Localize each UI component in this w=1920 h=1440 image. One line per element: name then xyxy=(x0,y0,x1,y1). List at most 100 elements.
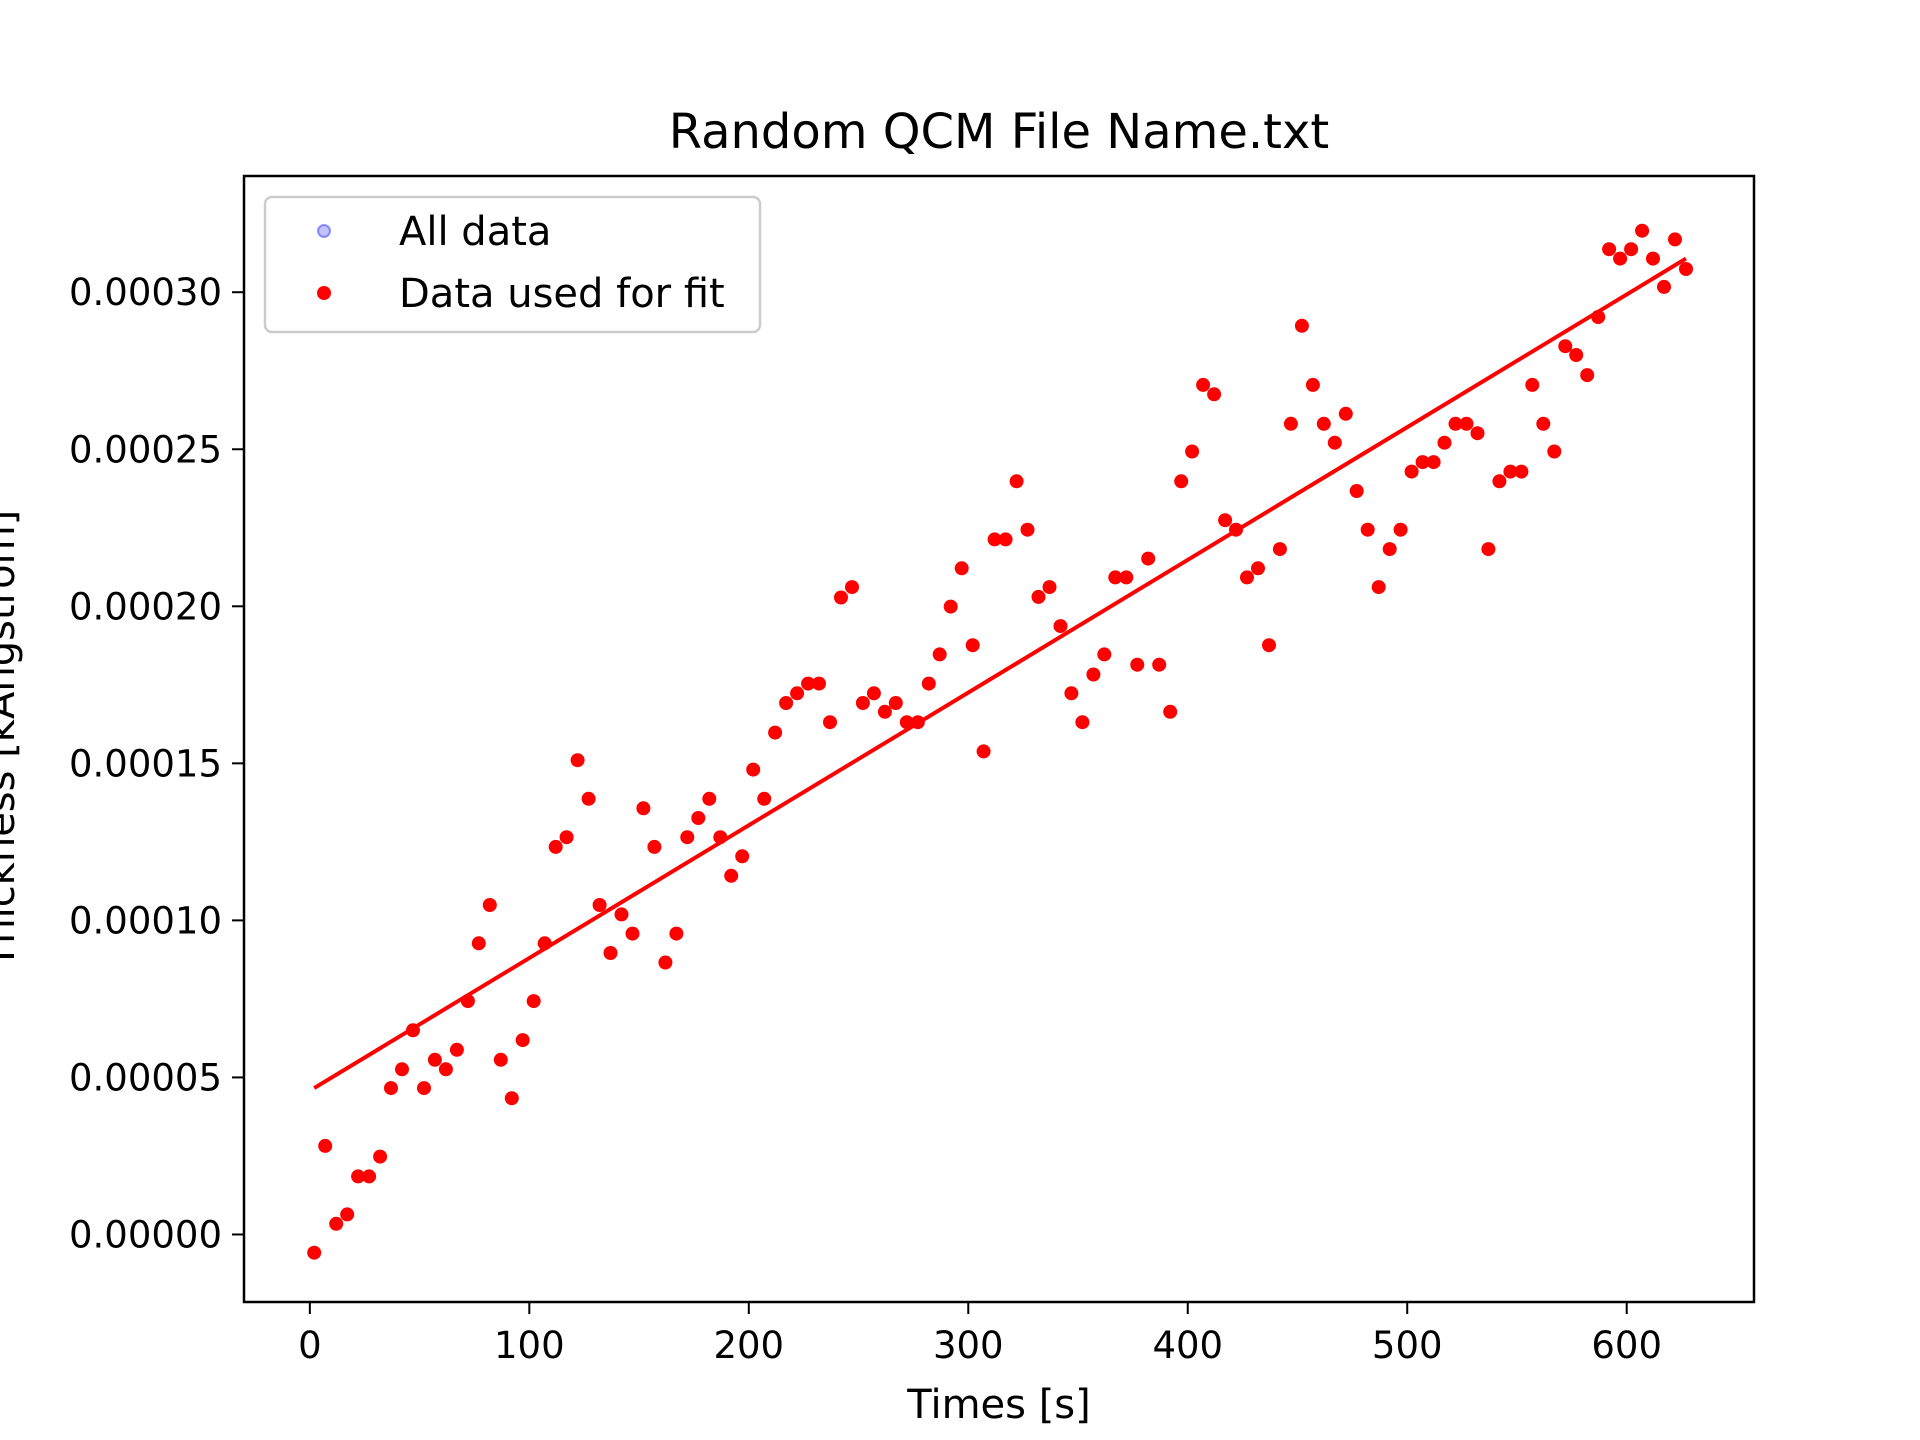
data-point xyxy=(1459,416,1474,431)
x-tick-label: 0 xyxy=(298,1324,322,1367)
data-point xyxy=(1053,619,1068,634)
data-point xyxy=(362,1169,377,1184)
data-point xyxy=(1272,542,1287,557)
y-tick-label: 0.00025 xyxy=(69,428,222,471)
data-point xyxy=(406,1023,420,1038)
data-point xyxy=(329,1216,344,1231)
x-tick-label: 400 xyxy=(1152,1324,1223,1367)
data-point xyxy=(1064,686,1079,701)
data-point xyxy=(877,704,892,719)
data-point xyxy=(1525,377,1540,392)
data-point xyxy=(1262,638,1276,653)
data-point xyxy=(735,849,750,864)
data-point xyxy=(1415,455,1430,470)
x-axis-title: Times [s] xyxy=(906,1382,1091,1428)
data-point xyxy=(1360,522,1375,537)
data-point xyxy=(1503,464,1518,479)
data-point xyxy=(812,676,826,691)
data-point xyxy=(1152,657,1167,672)
legend-marker-all-data xyxy=(317,224,331,238)
data-point xyxy=(757,791,772,806)
data-point xyxy=(1327,435,1342,450)
data-point xyxy=(1437,435,1452,450)
data-point xyxy=(1393,522,1408,537)
data-point xyxy=(1130,657,1145,672)
data-point xyxy=(581,791,596,806)
x-tick-label: 500 xyxy=(1372,1324,1443,1367)
data-point xyxy=(636,801,651,816)
data-point xyxy=(438,1062,453,1077)
y-tick-label: 0.00000 xyxy=(69,1213,222,1256)
data-point xyxy=(647,839,662,854)
data-point xyxy=(504,1091,519,1106)
data-point xyxy=(1305,377,1320,392)
data-point xyxy=(1196,377,1211,392)
data-point xyxy=(1613,251,1628,266)
data-point xyxy=(790,686,805,701)
data-point xyxy=(351,1169,366,1184)
data-point xyxy=(427,1052,442,1067)
data-point xyxy=(460,994,475,1009)
data-point xyxy=(691,811,706,825)
data-point xyxy=(932,647,947,662)
data-point xyxy=(910,715,925,730)
data-point xyxy=(1031,589,1046,604)
data-point xyxy=(1294,318,1309,333)
data-point xyxy=(395,1062,409,1077)
plot-area-frame xyxy=(242,174,1756,1304)
data-point xyxy=(1218,513,1233,528)
data-point xyxy=(845,580,859,595)
data-point xyxy=(965,638,980,653)
data-point xyxy=(1470,426,1485,441)
data-point xyxy=(1371,580,1386,595)
data-point xyxy=(318,1138,333,1153)
data-point xyxy=(1163,704,1178,719)
data-point xyxy=(1119,570,1134,585)
data-point xyxy=(1514,464,1529,479)
data-point xyxy=(493,1052,508,1067)
data-point xyxy=(548,839,563,854)
data-point xyxy=(1569,348,1584,362)
data-point xyxy=(515,1033,530,1048)
data-point xyxy=(998,532,1013,547)
data-point xyxy=(976,744,991,759)
legend-marker-fit-data xyxy=(317,286,331,300)
data-point xyxy=(592,898,607,912)
legend-label-fit-data: Data used for fit xyxy=(399,271,725,317)
data-point xyxy=(559,830,574,845)
data-point xyxy=(1624,242,1639,257)
data-point xyxy=(471,936,486,951)
data-point xyxy=(1679,262,1693,276)
chart-title: Random QCM File Name.txt xyxy=(669,104,1329,160)
data-point xyxy=(669,926,684,941)
y-tick-label: 0.00010 xyxy=(69,899,222,942)
data-point xyxy=(1316,416,1331,431)
data-point xyxy=(1657,279,1671,294)
data-point xyxy=(1635,223,1650,238)
y-tick-label: 0.00015 xyxy=(69,742,222,785)
x-tick-label: 100 xyxy=(494,1324,565,1367)
data-point xyxy=(1646,251,1660,266)
data-point xyxy=(1481,542,1496,557)
x-axis-ticks: 0 100 200 300 400 500 600 xyxy=(298,1302,1662,1367)
data-point xyxy=(625,926,640,941)
scatter-points-layer xyxy=(307,223,1693,1260)
data-point xyxy=(1042,580,1057,595)
data-point xyxy=(1668,232,1682,247)
data-point xyxy=(1141,551,1156,566)
data-point xyxy=(1602,242,1617,257)
data-point xyxy=(1097,647,1112,662)
y-axis-ticks: 0.00000 0.00005 0.00010 0.00015 0.00020 0.000… xyxy=(69,271,244,1256)
data-point xyxy=(702,791,717,806)
data-point xyxy=(680,830,695,845)
data-point xyxy=(570,753,585,768)
y-tick-label: 0.00005 xyxy=(69,1056,222,1099)
data-point xyxy=(1404,464,1419,479)
data-point xyxy=(482,898,497,912)
data-point xyxy=(1108,570,1123,585)
data-point xyxy=(1185,444,1200,459)
data-point xyxy=(888,696,903,710)
data-point xyxy=(1283,416,1298,431)
data-point xyxy=(921,676,936,691)
data-point xyxy=(603,946,618,960)
